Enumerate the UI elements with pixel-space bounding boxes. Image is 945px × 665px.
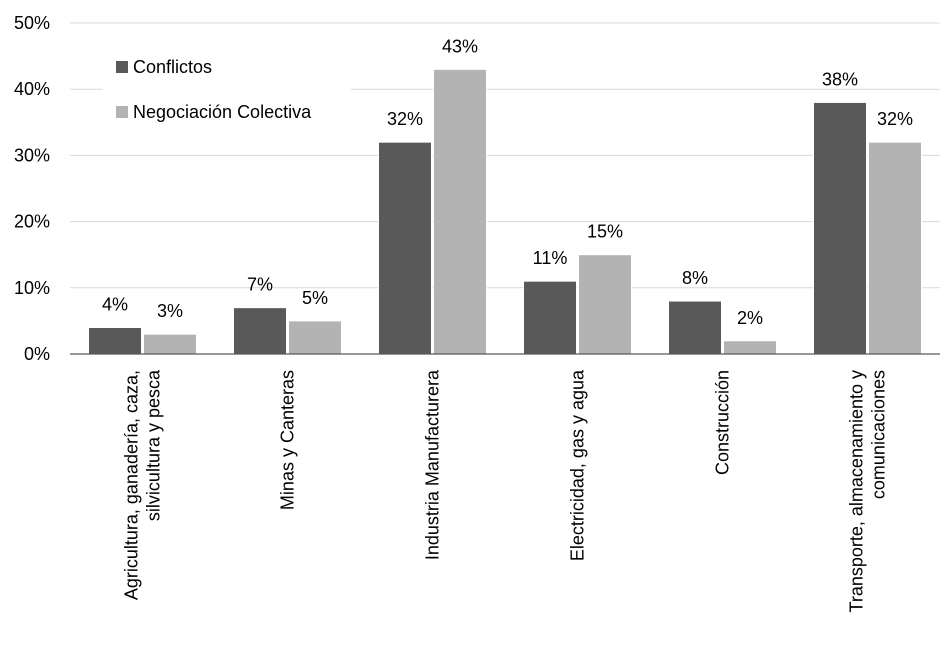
- data-label: 4%: [102, 295, 128, 315]
- bar-conflictos: [813, 101, 867, 355]
- y-tick-label: 20%: [14, 212, 50, 232]
- bar-conflictos: [668, 300, 722, 355]
- data-label: 38%: [822, 69, 858, 89]
- legend-background: [103, 43, 351, 129]
- data-label: 2%: [737, 308, 763, 328]
- legend-swatch-negociacion-colectiva: [116, 106, 128, 118]
- legend: Conflictos Negociación Colectiva: [103, 43, 351, 129]
- bar-conflictos: [378, 141, 432, 355]
- y-tick-label: 40%: [14, 79, 50, 99]
- bar-conflictos: [233, 307, 287, 355]
- bar-negociacion-colectiva: [433, 68, 487, 355]
- data-label: 32%: [877, 109, 913, 129]
- data-label: 8%: [682, 268, 708, 288]
- legend-label-negociacion-colectiva: Negociación Colectiva: [133, 102, 312, 122]
- category-label: Transporte, almacenamiento y: [847, 370, 867, 612]
- data-label: 7%: [247, 275, 273, 295]
- data-label: 11%: [533, 248, 568, 268]
- y-axis-ticks: 0% 10% 20% 30% 40% 50%: [14, 13, 50, 364]
- data-label: 3%: [157, 301, 183, 321]
- bar-negociacion-colectiva: [723, 340, 777, 355]
- legend-swatch-conflictos: [116, 61, 128, 73]
- legend-label-conflictos: Conflictos: [133, 57, 212, 77]
- bar-negociacion-colectiva: [578, 254, 632, 355]
- bar-negociacion-colectiva: [143, 333, 197, 355]
- data-label: 32%: [387, 109, 423, 129]
- category-label: Agricultura, ganadería, caza,: [122, 370, 142, 600]
- bar-negociacion-colectiva: [288, 320, 342, 355]
- category-label: Construcción: [713, 370, 733, 475]
- data-labels: 4% 7% 32% 11% 8% 38% 3% 5% 43% 15% 2% 32%: [102, 36, 913, 327]
- y-tick-label: 50%: [14, 13, 50, 33]
- data-label: 43%: [442, 36, 478, 56]
- bars: [88, 68, 922, 355]
- category-label: Industria Manufacturera: [423, 369, 443, 560]
- category-label: silvicultura y pesca: [144, 369, 164, 521]
- bar-conflictos: [523, 280, 577, 355]
- data-label: 5%: [302, 288, 328, 308]
- category-labels: Agricultura, ganadería, caza, silvicultur…: [122, 369, 889, 612]
- category-label: Minas y Canteras: [278, 370, 298, 510]
- y-tick-label: 0%: [24, 344, 50, 364]
- y-tick-label: 10%: [14, 278, 50, 298]
- bar-negociacion-colectiva: [868, 141, 922, 355]
- data-label: 15%: [587, 222, 623, 242]
- bar-conflictos: [88, 327, 142, 355]
- y-tick-label: 30%: [14, 145, 50, 165]
- category-label: Electricidad, gas y agua: [568, 369, 588, 561]
- category-label: comunicaciones: [869, 370, 889, 499]
